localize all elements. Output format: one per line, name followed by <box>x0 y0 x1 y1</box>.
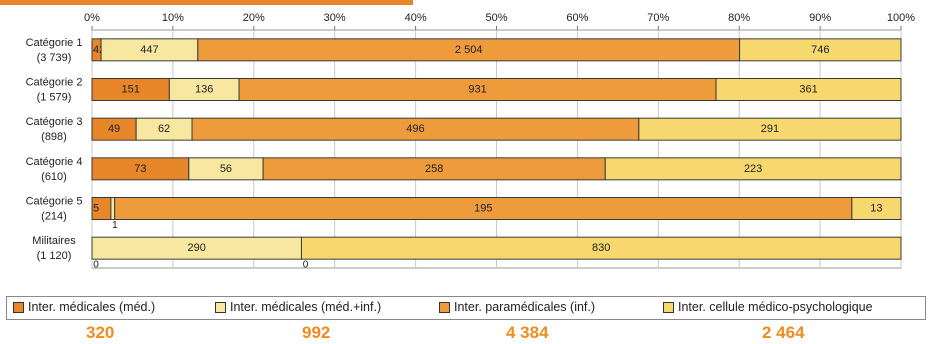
series-total-med-inf: 992 <box>302 323 331 342</box>
data-label: 0 <box>303 260 309 271</box>
data-label: 62 <box>158 123 170 135</box>
series-total-med: 320 <box>86 323 115 342</box>
bar-segment <box>739 38 902 62</box>
bar-segment <box>715 78 902 101</box>
data-label: 2 504 <box>455 44 483 56</box>
series-total-cellule: 2 464 <box>762 323 805 342</box>
legend-swatch-med-inf <box>215 301 226 313</box>
category-label: Catégorie 4 <box>26 156 83 168</box>
x-tick-label: 30% <box>324 12 346 24</box>
series-total-paramed: 4 384 <box>506 323 549 342</box>
category-total-label: (214) <box>41 211 67 223</box>
data-label: 73 <box>134 163 146 175</box>
data-label: 1 <box>112 220 118 231</box>
data-label: 290 <box>188 242 206 254</box>
bar-segment <box>851 197 902 220</box>
x-tick-label: 60% <box>566 12 588 24</box>
data-label: 291 <box>761 123 779 135</box>
data-label: 195 <box>474 203 492 215</box>
header-accent-line <box>0 0 413 5</box>
legend-label-cellule: Inter. cellule médico-psychologique <box>678 300 873 314</box>
data-label: 447 <box>140 44 158 56</box>
x-tick-label: 100% <box>887 12 915 24</box>
category-total-label: (3 739) <box>37 52 72 64</box>
x-tick-label: 10% <box>162 12 184 24</box>
data-label: 151 <box>122 84 140 96</box>
legend-label-med: Inter. médicales (méd.) <box>28 300 156 314</box>
data-label: 361 <box>799 84 817 96</box>
bar-segment <box>110 197 116 220</box>
data-label: 830 <box>592 242 610 254</box>
x-tick-label: 70% <box>647 12 669 24</box>
legend-swatch-cellule <box>663 301 674 313</box>
data-label: 496 <box>406 123 424 135</box>
data-label: 931 <box>468 84 486 96</box>
data-label: 49 <box>108 123 120 135</box>
stacked-bar-chart: 0% 10% 20% 30% 40% 50% 60% 70% 80% 90% 100% Catégor… <box>26 12 916 271</box>
legend: Inter. médicales (méd.) Inter. médicales… <box>6 296 926 320</box>
data-label: 0 <box>93 260 99 271</box>
category-label: Militaires <box>32 235 76 247</box>
category-label: Catégorie 2 <box>26 77 83 89</box>
data-label: 223 <box>744 163 762 175</box>
data-label: 746 <box>811 44 829 56</box>
category-total-label: (898) <box>41 131 67 143</box>
category-label: Catégorie 5 <box>26 196 83 208</box>
data-label: 13 <box>870 203 882 215</box>
data-label: 258 <box>425 163 443 175</box>
legend-label-med-inf: Inter. médicales (méd.+inf.) <box>230 300 382 314</box>
legend-label-paramed: Inter. paramédicales (inf.) <box>454 300 596 314</box>
bar-segment <box>604 157 902 181</box>
x-tick-label: 90% <box>809 12 831 24</box>
legend-item-cellule: Inter. cellule médico-psychologique <box>663 300 873 314</box>
x-tick-label: 0% <box>84 12 100 24</box>
category-label: Catégorie 3 <box>26 116 83 128</box>
data-label: 136 <box>195 84 213 96</box>
x-tick-label: 20% <box>243 12 265 24</box>
category-total-label: (1 120) <box>37 250 72 262</box>
bar-segment <box>638 117 902 141</box>
legend-item-med: Inter. médicales (méd.) <box>13 300 155 314</box>
data-label: 5 <box>93 203 99 215</box>
legend-swatch-paramed <box>439 301 450 313</box>
x-tick-label: 80% <box>728 12 750 24</box>
legend-item-paramed: Inter. paramédicales (inf.) <box>439 300 595 314</box>
data-label: 56 <box>220 163 232 175</box>
bar-segment <box>300 236 902 260</box>
legend-item-med-inf: Inter. médicales (méd.+inf.) <box>215 300 381 314</box>
legend-swatch-med <box>13 301 24 313</box>
x-tick-label: 50% <box>485 12 507 24</box>
category-total-label: (1 579) <box>37 92 72 104</box>
category-label: Catégorie 1 <box>26 37 83 49</box>
category-total-label: (610) <box>41 171 67 183</box>
x-tick-label: 40% <box>405 12 427 24</box>
